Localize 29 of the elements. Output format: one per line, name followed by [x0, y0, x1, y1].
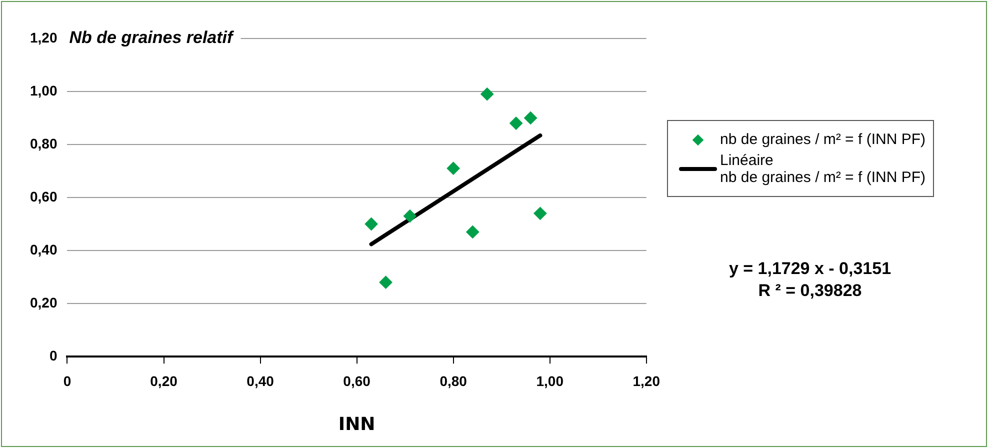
- point: [466, 225, 480, 238]
- point: [480, 88, 494, 101]
- x-tick-label: 0,40: [246, 372, 274, 389]
- point: [379, 276, 392, 289]
- legend-label: Linéaire nb de graines / m² = f (INN PF): [720, 152, 926, 186]
- x-tick-label: 1,00: [536, 372, 564, 389]
- x-tick-label: 0,20: [150, 372, 178, 389]
- text: R ² = 0,39828: [757, 280, 863, 302]
- y-tick-label: 0,80: [30, 135, 58, 152]
- point: [364, 218, 378, 231]
- x-tick-label: 0,60: [343, 372, 371, 389]
- text: y = 1,1729 x - 0,3151: [728, 258, 892, 280]
- y-tick-label: 0: [49, 347, 58, 364]
- y-tick-label: 0,40: [30, 241, 58, 258]
- x-tick-label: 0: [63, 372, 72, 389]
- point: [403, 210, 416, 223]
- point: [510, 116, 523, 130]
- point: [534, 206, 547, 220]
- x-axis-title: INN: [338, 414, 376, 435]
- y-tick-label: 0,20: [30, 294, 58, 310]
- y-tick-label: 0,60: [30, 188, 58, 204]
- y-tick-label: 1,00: [30, 82, 58, 98]
- legend-label: nb de graines / m² = f (INN PF): [720, 131, 926, 148]
- x-tick-label: 0,80: [440, 372, 468, 389]
- point: [524, 111, 538, 124]
- x-tick-label: 1,20: [632, 372, 660, 389]
- y-axis-title: Nb de graines relatif: [69, 28, 236, 48]
- y-tick-label: 1,20: [30, 29, 58, 46]
- point: [446, 162, 460, 175]
